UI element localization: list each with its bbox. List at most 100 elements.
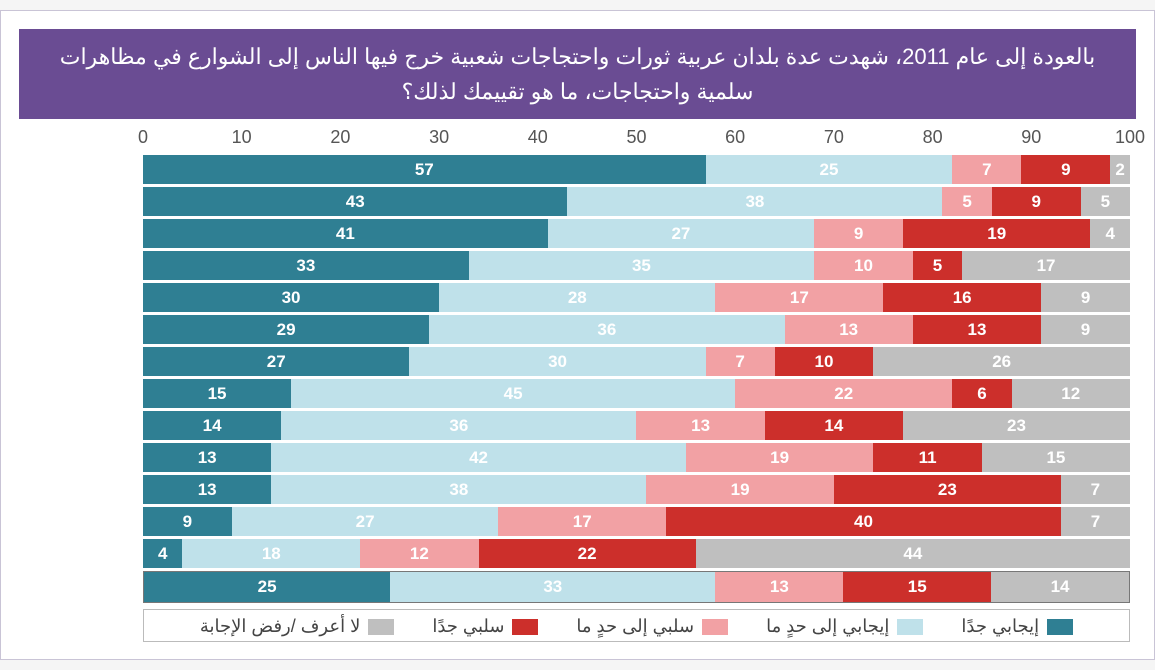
bar-segment: 10 xyxy=(765,347,864,376)
data-row: الجزائر1436131423 xyxy=(133,411,1120,440)
legend-label: إيجابي جدًا xyxy=(951,616,1029,637)
bar-segment: 57 xyxy=(133,155,696,184)
bar-segment: 13 xyxy=(775,315,903,344)
axis-tick: 20 xyxy=(320,127,340,148)
bar-segment: 11 xyxy=(863,443,972,472)
legend-label: سلبي إلى حدٍ ما xyxy=(566,616,684,637)
bar-segment: 41 xyxy=(133,219,538,248)
data-row: لبنان1342191115 xyxy=(133,443,1120,472)
data-row: مصر5725792 xyxy=(133,155,1120,184)
bar-segment: 13 xyxy=(705,572,833,602)
data-row: فلسطين133819237 xyxy=(133,475,1120,504)
axis-tick: 90 xyxy=(1011,127,1031,148)
bar-segment: 38 xyxy=(557,187,932,216)
bar-segment: 17 xyxy=(952,251,1120,280)
plot-area: مصر5725792الكويت4338595تونس41279194السود… xyxy=(133,155,1120,603)
bar-segment: 12 xyxy=(1002,379,1120,408)
bar-segment: 16 xyxy=(873,283,1031,312)
legend-swatch xyxy=(502,619,528,635)
bar-segment: 25 xyxy=(696,155,943,184)
bar-segment: 35 xyxy=(459,251,804,280)
stacked-bar: 418122244 xyxy=(133,539,1120,568)
bar-segment: 17 xyxy=(705,283,873,312)
bar-segment: 19 xyxy=(676,443,864,472)
axis-tick: 60 xyxy=(715,127,735,148)
bar-segment: 4 xyxy=(1080,219,1119,248)
stacked-bar: 1436131423 xyxy=(133,411,1120,440)
bar-segment: 19 xyxy=(636,475,824,504)
bar-segment: 26 xyxy=(863,347,1120,376)
stacked-bar: 333510517 xyxy=(133,251,1120,280)
bar-segment: 19 xyxy=(893,219,1081,248)
bar-segment: 9 xyxy=(1011,155,1100,184)
legend-swatch xyxy=(1037,619,1063,635)
legend: إيجابي جدًا إيجابي إلى حدٍ ما سلبي إلى حدٍ… xyxy=(133,609,1120,642)
bar-segment: 15 xyxy=(133,379,281,408)
bar-segment: 27 xyxy=(538,219,804,248)
bar-segment: 14 xyxy=(133,411,271,440)
stacked-bar: 293613139 xyxy=(133,315,1120,344)
bar-segment: 9 xyxy=(1031,283,1120,312)
chart-card: بالعودة إلى عام 2011، شهدت عدة بلدان عرب… xyxy=(0,10,1145,660)
legend-item: سلبي جدًا xyxy=(422,616,528,637)
legend-item: إيجابي إلى حدٍ ما xyxy=(756,616,913,637)
bar-segment: 9 xyxy=(982,187,1071,216)
bar-segment: 5 xyxy=(932,187,981,216)
bar-segment: 13 xyxy=(903,315,1031,344)
bar-segment: 23 xyxy=(824,475,1051,504)
data-row: السودان333510517 xyxy=(133,251,1120,280)
stacked-bar: 1342191115 xyxy=(133,443,1120,472)
row-label: السعودية xyxy=(1120,539,1155,568)
chart-title: بالعودة إلى عام 2011، شهدت عدة بلدان عرب… xyxy=(9,29,1126,119)
data-row: السعودية418122244 xyxy=(133,539,1120,568)
bar-segment: 45 xyxy=(281,379,725,408)
bar-segment: 12 xyxy=(350,539,468,568)
bar-segment: 14 xyxy=(981,572,1119,602)
row-label: المغرب xyxy=(1120,315,1155,344)
stacked-bar: 302817169 xyxy=(133,283,1120,312)
data-row: تونس41279194 xyxy=(133,219,1120,248)
data-row: المغرب293613139 xyxy=(133,315,1120,344)
bar-segment: 36 xyxy=(271,411,626,440)
legend-item: سلبي إلى حدٍ ما xyxy=(566,616,718,637)
row-label: تونس xyxy=(1120,219,1155,248)
axis-tick: 100 xyxy=(1105,127,1135,148)
stacked-bar: 41279194 xyxy=(133,219,1120,248)
axis-tick: 40 xyxy=(518,127,538,148)
data-row: الأردن92717407 xyxy=(133,507,1120,536)
bar-segment: 4 xyxy=(133,539,172,568)
axis-tick: 30 xyxy=(419,127,439,148)
bar-segment: 30 xyxy=(133,283,429,312)
row-label: الكويت xyxy=(1120,187,1155,216)
bar-segment: 27 xyxy=(133,347,399,376)
data-row: الكويت4338595 xyxy=(133,187,1120,216)
legend-swatch xyxy=(692,619,718,635)
bar-segment: 38 xyxy=(261,475,636,504)
bar-segment: 5 xyxy=(1071,187,1120,216)
row-label: الجزائر xyxy=(1120,411,1155,440)
legend-label: إيجابي إلى حدٍ ما xyxy=(756,616,879,637)
bar-segment: 6 xyxy=(942,379,1001,408)
row-label: العراق xyxy=(1120,283,1155,312)
bar-segment: 33 xyxy=(133,251,459,280)
bar-segment: 9 xyxy=(1031,315,1120,344)
row-label: لبنان xyxy=(1120,443,1155,472)
stacked-bar: 133819237 xyxy=(133,475,1120,504)
legend-item: لا أعرف /رفض الإجابة xyxy=(190,616,385,637)
axis-tick: 0 xyxy=(128,127,138,148)
bar-segment: 15 xyxy=(833,572,981,602)
bar-segment: 18 xyxy=(172,539,350,568)
bar-segment: 7 xyxy=(1051,475,1120,504)
stacked-bar: 2533131514 xyxy=(133,571,1120,603)
chart-area: 0102030405060708090100 مصر5725792الكويت4… xyxy=(3,127,1132,642)
bar-segment: 7 xyxy=(1051,507,1120,536)
bar-segment: 14 xyxy=(755,411,893,440)
row-label: السودان xyxy=(1120,251,1155,280)
bar-segment: 9 xyxy=(804,219,893,248)
stacked-bar: 92717407 xyxy=(133,507,1120,536)
bar-segment: 17 xyxy=(488,507,656,536)
axis-tick: 10 xyxy=(222,127,242,148)
stacked-bar: 154522612 xyxy=(133,379,1120,408)
bar-segment: 36 xyxy=(419,315,774,344)
bar-segment: 2 xyxy=(1100,155,1120,184)
